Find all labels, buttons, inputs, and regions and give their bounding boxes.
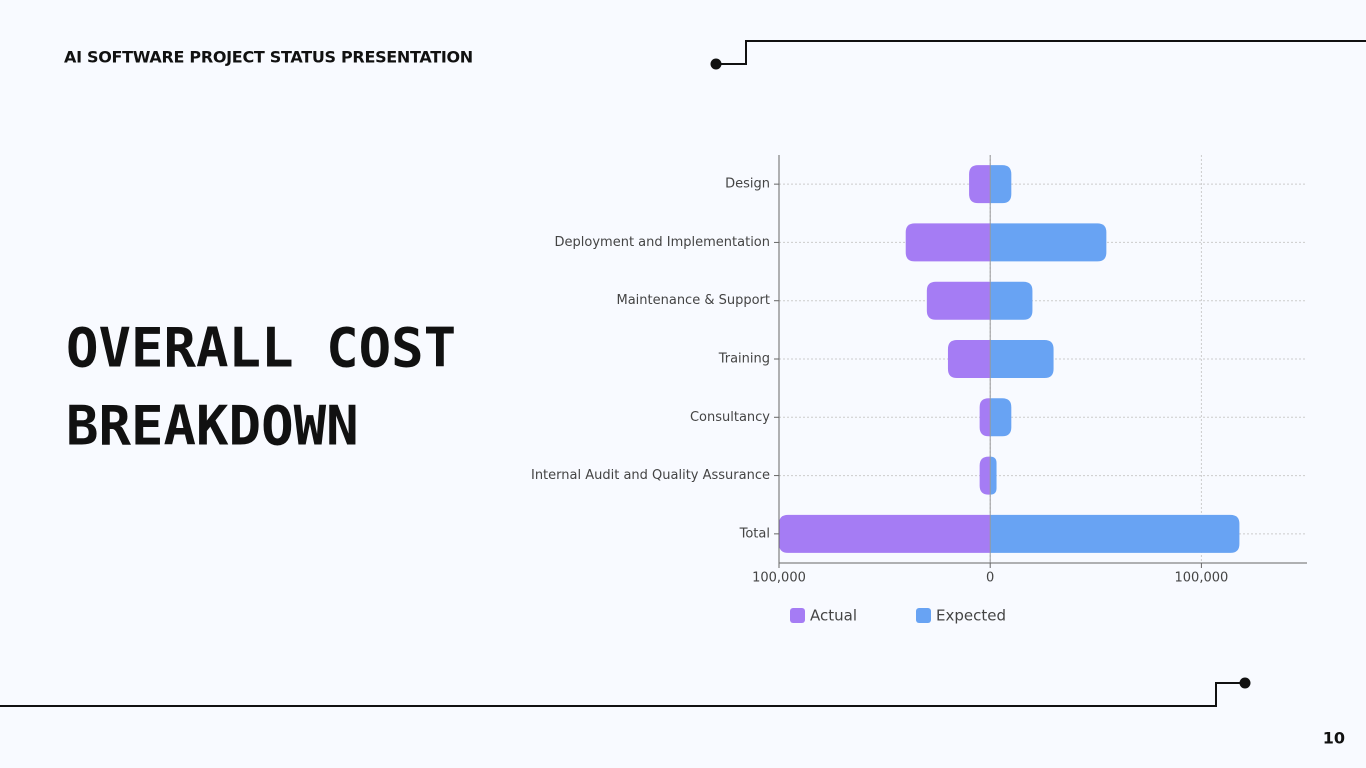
legend-swatch	[916, 608, 931, 623]
x-tick-label: 100,000	[1175, 571, 1229, 586]
bar	[990, 398, 1012, 437]
y-tick-label: Design	[725, 177, 770, 192]
bar	[779, 514, 991, 553]
y-tick-label: Training	[718, 352, 770, 367]
decor-dot	[710, 58, 722, 70]
bars	[779, 165, 1240, 553]
bar	[979, 456, 991, 495]
chart: 100,000 0 100,000 Design Deployment and Impl…	[531, 155, 1307, 625]
legend-label: Expected	[936, 607, 1006, 625]
legend-swatch	[790, 608, 805, 623]
bar	[969, 165, 991, 204]
header-title: AI SOFTWARE PROJECT STATUS PRESENTATION	[64, 48, 473, 67]
bar	[990, 281, 1033, 320]
bar	[926, 281, 991, 320]
slide-title: OVERALL COST	[66, 317, 456, 380]
y-tick-label: Deployment and Implementation	[555, 235, 770, 250]
y-tick-label: Total	[739, 526, 770, 541]
bar	[990, 340, 1054, 378]
bar	[947, 340, 991, 378]
bar	[990, 165, 1012, 204]
bar	[979, 398, 991, 437]
x-tick-label: 0	[986, 571, 994, 586]
slide-title: BREAKDOWN	[66, 395, 359, 458]
decor-line	[716, 40, 1366, 65]
bar	[990, 456, 997, 495]
y-tick-label: Maintenance & Support	[616, 293, 770, 308]
legend-label: Actual	[810, 607, 857, 625]
bar	[990, 223, 1107, 262]
decor-line	[0, 682, 1245, 707]
y-tick-label: Consultancy	[690, 410, 770, 425]
x-tick-label: 100,000	[752, 571, 806, 586]
y-tick-label: Internal Audit and Quality Assurance	[531, 468, 770, 483]
decor-dot	[1239, 677, 1251, 689]
page-number: 10	[1323, 729, 1345, 748]
bar	[990, 514, 1240, 553]
bar	[905, 223, 991, 262]
